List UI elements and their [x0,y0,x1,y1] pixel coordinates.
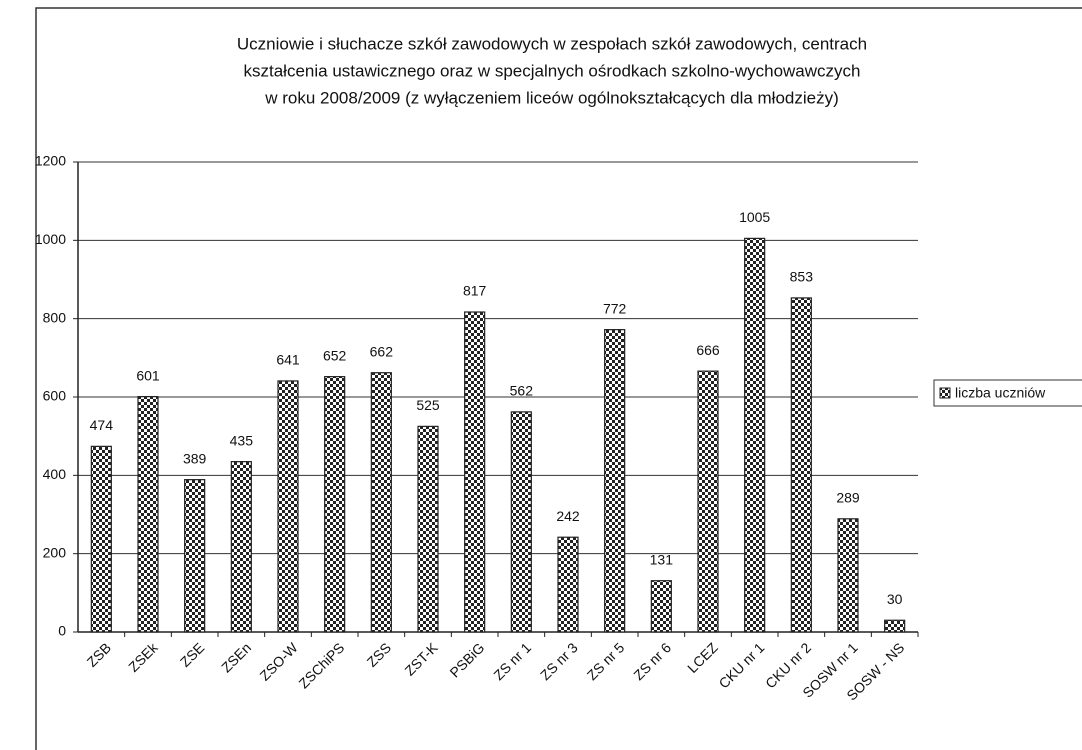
bar [370,372,392,633]
bar [137,396,159,633]
bar [884,619,906,633]
data-label: 772 [603,300,627,316]
chart-title: Uczniowie i słuchacze szkół zawodowych w… [237,34,867,53]
x-tick-label: ZSB [84,639,115,670]
x-tick-label: ZST-K [401,639,441,679]
bar [90,445,112,633]
x-tick-label: ZS nr 5 [584,639,628,683]
data-label: 817 [463,283,487,299]
x-tick-label: LCEZ [684,639,721,676]
bar [837,518,859,633]
data-label: 242 [556,508,580,524]
x-tick-label: PSBiG [446,639,487,680]
data-label: 289 [836,490,860,506]
x-tick-label: CKU nr 1 [715,639,767,691]
x-tick-label: ZSEn [218,639,254,675]
data-label: 131 [650,551,674,567]
data-label: 666 [696,342,720,358]
y-tick-label: 0 [58,623,66,639]
x-tick-label: ZS nr 3 [537,639,581,683]
y-tick-label: 1000 [35,231,66,247]
data-label: 435 [230,432,254,448]
bar [744,237,766,633]
legend-swatch [939,387,951,399]
data-label: 662 [370,343,394,359]
bar [464,311,486,633]
y-tick-label: 1200 [35,153,66,169]
data-label: 389 [183,450,207,466]
x-tick-label: ZSS [364,639,395,670]
bar [510,411,532,633]
y-tick-label: 400 [43,466,67,482]
data-label: 30 [887,591,903,607]
y-tick-label: 600 [43,388,67,404]
bar [184,479,206,633]
data-label: 853 [790,269,814,285]
bar [650,580,672,633]
x-tick-label: ZSE [177,639,208,670]
legend-label: liczba uczniów [955,385,1046,401]
data-label: 562 [510,383,534,399]
chart-frame [35,7,1082,750]
x-tick-label: ZSChiPS [295,639,347,691]
bar [790,297,812,633]
x-tick-label: ZSEk [125,639,161,675]
x-tick-label: ZSO-W [256,639,301,684]
bar [324,376,346,633]
bar [417,425,439,633]
data-label: 525 [416,397,440,413]
data-label: 641 [276,352,300,368]
x-tick-label: ZS nr 6 [630,639,674,683]
bar [557,536,579,633]
bar [277,380,299,633]
y-tick-label: 800 [43,309,67,325]
data-label: 601 [136,367,160,383]
bar [230,461,252,633]
bar [604,329,626,633]
chart-title: w roku 2008/2009 (z wyłączeniem liceów o… [264,88,839,107]
x-tick-label: ZS nr 1 [490,639,534,683]
data-label: 1005 [739,209,770,225]
data-label: 474 [90,417,114,433]
chart-title: kształcenia ustawicznego oraz w specjaln… [244,61,861,80]
legend-box [933,379,1082,407]
y-tick-label: 200 [43,544,67,560]
data-label: 652 [323,347,347,363]
bar [697,370,719,633]
